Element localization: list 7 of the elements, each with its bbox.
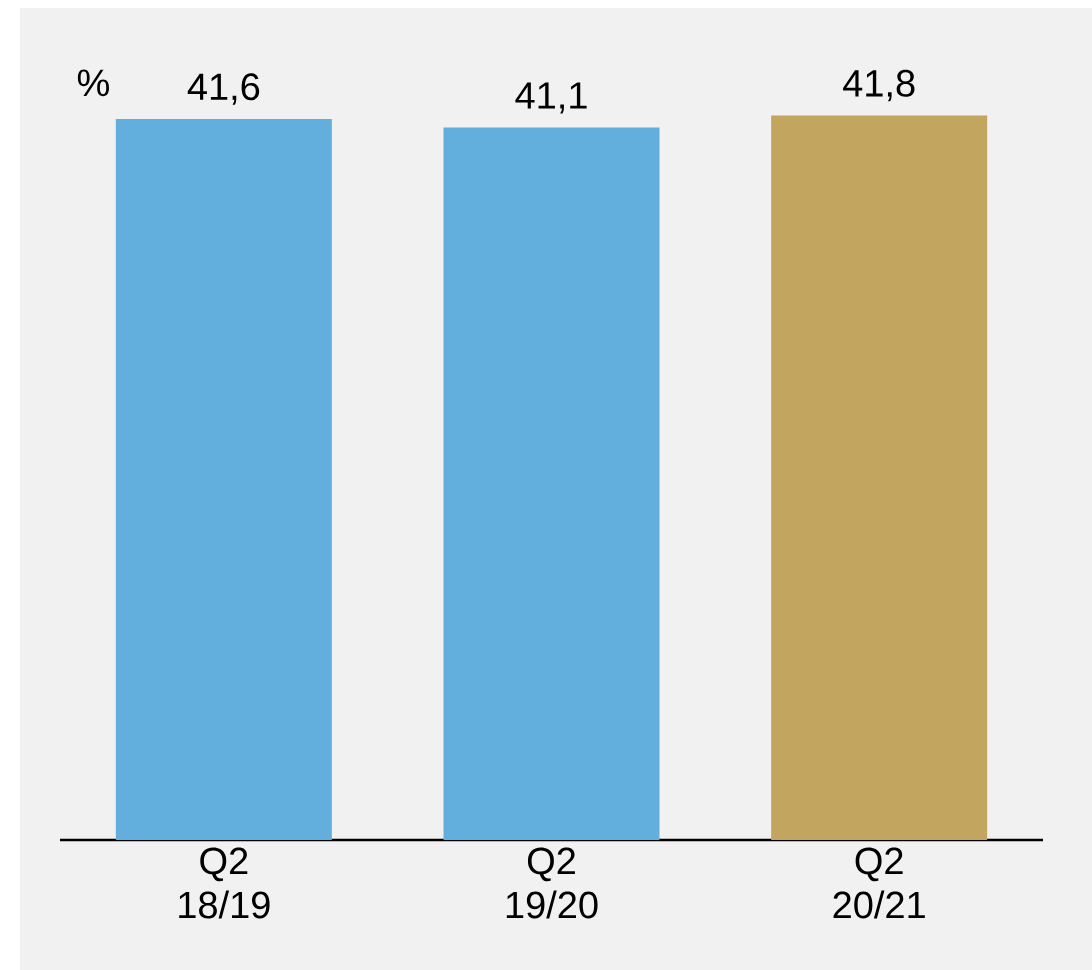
- y-axis-title: %: [77, 69, 109, 97]
- data-label: 41,6: [187, 73, 260, 105]
- data-label: 41,1: [515, 82, 587, 114]
- x-tick-label: Q2 20/21: [833, 847, 925, 919]
- x-tick-label: Q2 19/20: [506, 847, 598, 919]
- x-tick-label: Q2 18/19: [179, 847, 270, 919]
- data-label: 41,8: [843, 69, 915, 102]
